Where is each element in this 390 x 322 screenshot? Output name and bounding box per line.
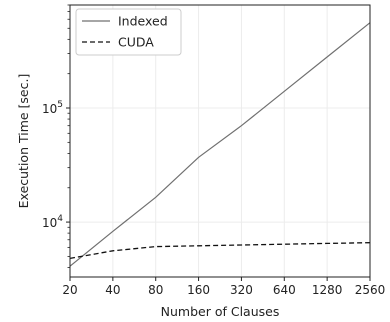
series-layer	[69, 22, 371, 267]
series-line-cuda	[69, 242, 371, 260]
y-tick-label: 105	[42, 100, 63, 116]
x-tick-label: 20	[62, 283, 77, 297]
x-axis-label: Number of Clauses	[161, 304, 280, 319]
legend: Indexed CUDA	[75, 8, 182, 56]
legend-label-cuda: CUDA	[118, 35, 154, 50]
x-tick-label: 640	[273, 283, 296, 297]
x-tick-label: 160	[187, 283, 210, 297]
x-tick-label: 320	[230, 283, 253, 297]
y-axis: 104 105	[42, 4, 70, 268]
x-tick-label: 40	[105, 283, 120, 297]
plot-frame	[69, 4, 371, 278]
x-tick-label: 80	[148, 283, 163, 297]
x-axis: 20 40 80 160 320 640 1280 2560	[62, 277, 385, 297]
series-line-indexed	[69, 22, 371, 267]
y-axis-label: Execution Time [sec.]	[16, 74, 31, 209]
y-tick-label: 104	[42, 214, 63, 230]
x-tick-label: 2560	[355, 283, 386, 297]
legend-label-indexed: Indexed	[118, 14, 168, 29]
x-tick-label: 1280	[312, 283, 343, 297]
